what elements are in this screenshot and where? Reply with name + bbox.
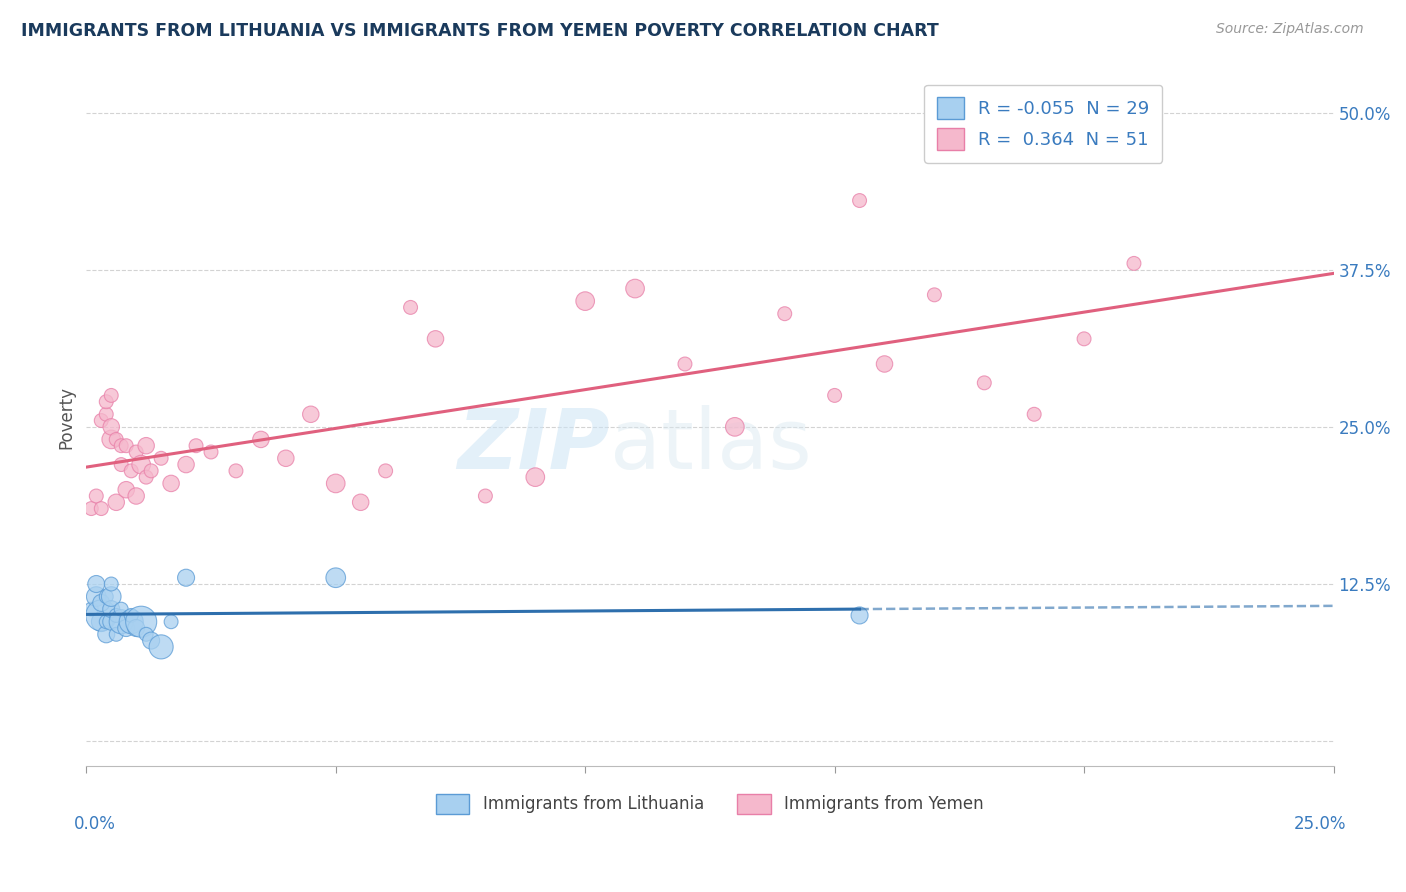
Point xyxy=(474,489,496,503)
Point xyxy=(110,615,132,629)
Point xyxy=(125,621,148,635)
Point xyxy=(325,571,347,585)
Point xyxy=(150,451,173,466)
Point xyxy=(973,376,995,390)
Point xyxy=(299,407,322,421)
Point xyxy=(80,501,103,516)
Point xyxy=(274,451,297,466)
Point xyxy=(90,615,112,629)
Point xyxy=(96,590,118,604)
Point xyxy=(100,433,122,447)
Point xyxy=(96,394,118,409)
Legend: Immigrants from Lithuania, Immigrants from Yemen: Immigrants from Lithuania, Immigrants fr… xyxy=(429,787,990,821)
Point xyxy=(773,307,796,321)
Point xyxy=(110,458,132,472)
Point xyxy=(84,577,107,591)
Point xyxy=(80,602,103,616)
Point xyxy=(90,501,112,516)
Text: Source: ZipAtlas.com: Source: ZipAtlas.com xyxy=(1216,22,1364,37)
Point xyxy=(250,433,273,447)
Point xyxy=(624,281,647,295)
Point xyxy=(873,357,896,371)
Text: IMMIGRANTS FROM LITHUANIA VS IMMIGRANTS FROM YEMEN POVERTY CORRELATION CHART: IMMIGRANTS FROM LITHUANIA VS IMMIGRANTS … xyxy=(21,22,939,40)
Text: atlas: atlas xyxy=(610,405,811,486)
Point xyxy=(96,407,118,421)
Point xyxy=(125,445,148,459)
Text: 0.0%: 0.0% xyxy=(75,815,115,833)
Point xyxy=(115,621,138,635)
Point xyxy=(374,464,396,478)
Point xyxy=(150,640,173,654)
Point xyxy=(1073,332,1095,346)
Point xyxy=(84,590,107,604)
Point xyxy=(96,627,118,641)
Point xyxy=(425,332,447,346)
Point xyxy=(129,615,152,629)
Point xyxy=(110,602,132,616)
Point xyxy=(160,476,183,491)
Point xyxy=(673,357,696,371)
Text: 25.0%: 25.0% xyxy=(1294,815,1346,833)
Y-axis label: Poverty: Poverty xyxy=(58,386,75,449)
Point xyxy=(135,627,157,641)
Point xyxy=(115,439,138,453)
Point xyxy=(105,608,128,623)
Point xyxy=(129,458,152,472)
Point xyxy=(90,596,112,610)
Point xyxy=(110,439,132,453)
Point xyxy=(184,439,207,453)
Point xyxy=(100,420,122,434)
Point xyxy=(848,194,870,208)
Point xyxy=(120,608,142,623)
Point xyxy=(135,470,157,484)
Point xyxy=(524,470,547,484)
Point xyxy=(84,489,107,503)
Point xyxy=(160,615,183,629)
Point xyxy=(724,420,747,434)
Point xyxy=(225,464,247,478)
Point xyxy=(399,301,422,315)
Point xyxy=(105,627,128,641)
Point xyxy=(135,439,157,453)
Point xyxy=(141,464,163,478)
Point xyxy=(141,633,163,648)
Point xyxy=(100,615,122,629)
Point xyxy=(125,489,148,503)
Point xyxy=(100,577,122,591)
Point xyxy=(824,388,846,402)
Point xyxy=(1024,407,1046,421)
Point xyxy=(1123,256,1146,270)
Point xyxy=(105,433,128,447)
Point xyxy=(100,602,122,616)
Point xyxy=(350,495,373,509)
Text: ZIP: ZIP xyxy=(457,405,610,486)
Point xyxy=(100,388,122,402)
Point xyxy=(174,571,197,585)
Point xyxy=(100,590,122,604)
Point xyxy=(924,288,946,302)
Point xyxy=(120,464,142,478)
Point xyxy=(200,445,222,459)
Point xyxy=(574,294,596,309)
Point xyxy=(115,483,138,497)
Point xyxy=(90,608,112,623)
Point xyxy=(96,615,118,629)
Point xyxy=(848,608,870,623)
Point xyxy=(105,495,128,509)
Point xyxy=(325,476,347,491)
Point xyxy=(90,413,112,427)
Point xyxy=(174,458,197,472)
Point xyxy=(120,615,142,629)
